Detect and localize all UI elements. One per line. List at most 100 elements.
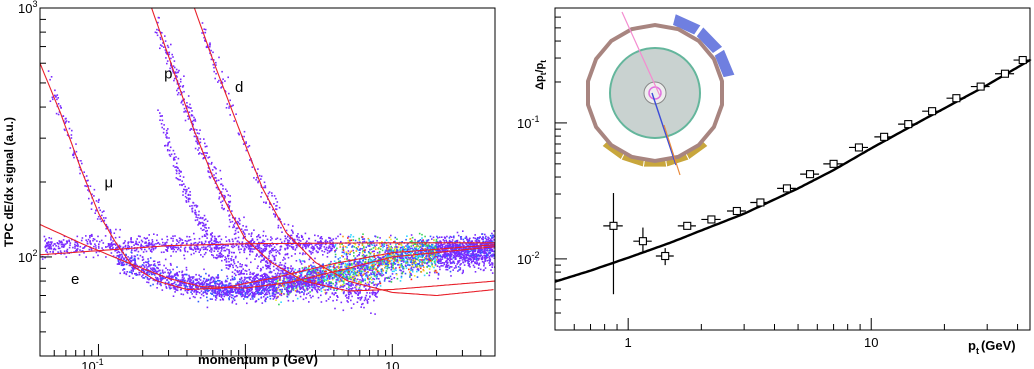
dedx-point	[140, 271, 143, 274]
dedx-point	[409, 238, 411, 240]
dedx-point	[377, 256, 380, 258]
dedx-point	[214, 237, 216, 240]
dedx-point	[361, 238, 364, 240]
dedx-point	[468, 238, 470, 241]
dedx-point	[165, 267, 167, 269]
dedx-point	[169, 284, 172, 287]
dedx-point	[360, 265, 363, 267]
dedx-point	[401, 241, 403, 243]
dedx-point	[53, 243, 56, 245]
dedx-point	[491, 243, 494, 245]
dedx-point	[220, 296, 223, 298]
dedx-point	[465, 243, 467, 246]
dedx-point	[219, 289, 222, 291]
dedx-point	[161, 277, 163, 279]
dedx-point	[451, 243, 454, 245]
dedx-point	[156, 287, 158, 289]
dedx-point	[60, 240, 63, 243]
dedx-point	[203, 291, 205, 293]
dedx-point	[301, 267, 304, 269]
dedx-point	[187, 279, 190, 281]
dedx-point	[387, 248, 389, 250]
dedx-point	[334, 285, 337, 288]
dedx-point	[360, 272, 363, 274]
dedx-point	[134, 242, 137, 245]
dedx-point	[445, 241, 448, 243]
dedx-point	[221, 282, 224, 285]
dedx-point	[159, 263, 161, 266]
dedx-point	[147, 270, 149, 273]
dedx-point	[172, 250, 175, 253]
dedx-point	[265, 247, 268, 249]
dedx-point	[97, 245, 100, 248]
dedx-point	[95, 247, 97, 249]
dedx-point	[334, 245, 337, 247]
dedx-point	[371, 244, 374, 246]
dedx-point	[368, 244, 371, 246]
dedx-point	[481, 256, 483, 259]
dedx-point	[221, 290, 224, 293]
dedx-point	[308, 237, 311, 240]
dedx-point	[475, 257, 478, 259]
dedx-point	[162, 241, 164, 244]
dedx-point	[359, 274, 362, 277]
dedx-point	[60, 251, 63, 254]
dedx-point	[256, 236, 258, 238]
dedx-point	[216, 290, 219, 293]
dedx-point	[358, 237, 360, 240]
dedx-point	[105, 256, 107, 258]
dedx-point	[358, 254, 360, 256]
dedx-point	[212, 277, 215, 279]
dedx-point	[468, 252, 470, 254]
dedx-point	[236, 292, 238, 294]
dedx-point	[363, 249, 366, 252]
dedx-point	[424, 243, 426, 245]
dedx-point	[208, 289, 211, 292]
dedx-point	[414, 253, 416, 255]
dedx-point	[349, 251, 352, 254]
dedx-point	[259, 275, 262, 277]
dedx-point	[61, 246, 63, 248]
dedx-point	[271, 289, 274, 292]
dedx-point	[321, 273, 323, 275]
dedx-point	[275, 251, 278, 254]
dedx-point	[349, 236, 352, 238]
dedx-point	[97, 254, 99, 257]
dedx-point	[412, 257, 415, 260]
dedx-point	[219, 256, 221, 258]
dedx-point	[436, 247, 439, 249]
dedx-point	[226, 287, 228, 290]
dedx-point	[379, 263, 381, 265]
dedx-point	[319, 271, 322, 273]
dedx-point	[201, 281, 203, 284]
dedx-point	[355, 262, 358, 265]
dedx-point	[324, 289, 326, 291]
dedx-point	[469, 250, 471, 252]
dedx-point	[171, 275, 173, 277]
dedx-point	[331, 247, 334, 250]
dedx-point	[223, 249, 225, 252]
dedx-point	[240, 276, 243, 279]
dedx-point	[416, 252, 418, 255]
dedx-point	[221, 284, 223, 287]
dedx-point	[226, 280, 228, 283]
dedx-point	[255, 255, 257, 257]
dedx-point	[205, 284, 208, 287]
dedx-point	[321, 270, 324, 273]
dedx-point	[242, 289, 245, 291]
dedx-point	[424, 235, 426, 238]
dedx-point	[44, 245, 47, 248]
dedx-point	[276, 280, 279, 283]
dedx-point	[51, 241, 53, 243]
dedx-point	[232, 286, 234, 288]
dedx-point	[224, 293, 227, 296]
dedx-point	[332, 278, 334, 281]
dedx-point	[130, 271, 133, 273]
dedx-point	[439, 244, 441, 247]
dedx-point	[198, 278, 201, 280]
dedx-point	[348, 278, 350, 280]
dedx-point	[490, 263, 492, 266]
dedx-point	[152, 279, 155, 281]
dedx-point	[373, 253, 375, 255]
dedx-point	[411, 257, 414, 259]
